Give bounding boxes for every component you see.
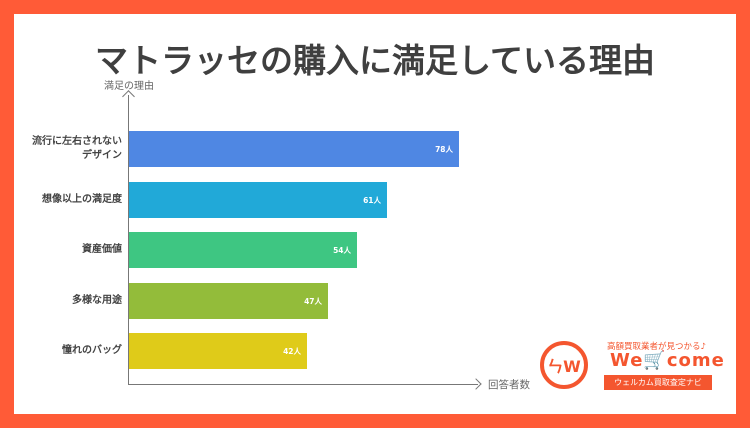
bar-row: 多様な用途 47人 bbox=[0, 283, 750, 319]
bar-value-label: 78人 bbox=[435, 144, 453, 154]
category-label-line: 憧れのバッグ bbox=[62, 345, 122, 356]
category-label: 憧れのバッグ bbox=[62, 333, 122, 369]
bar-value-label: 54人 bbox=[333, 245, 351, 255]
y-axis-label: 満足の理由 bbox=[104, 81, 154, 92]
category-label-line: 流行に左右されない bbox=[32, 136, 122, 147]
category-label: 想像以上の満足度 bbox=[42, 182, 122, 218]
x-axis-line bbox=[128, 384, 478, 385]
bar-row: 流行に左右されないデザイン 78人 bbox=[0, 131, 750, 167]
logo-tagline: 高額買取業者が見つかる♪ bbox=[607, 342, 706, 352]
logo-banner: ウェルカム買取査定ナビ bbox=[604, 375, 712, 390]
cart-icon: 🛒 bbox=[643, 350, 667, 371]
bar-value-label: 47人 bbox=[304, 296, 322, 306]
x-axis-label: 回答者数 bbox=[488, 379, 530, 391]
logo-word-a: We bbox=[610, 350, 644, 371]
bar-row: 憧れのバッグ 42人 bbox=[0, 333, 750, 369]
bar: 54人 bbox=[129, 232, 357, 268]
logo-wordmark: We🛒come bbox=[610, 350, 725, 371]
category-label: 資産価値 bbox=[82, 232, 122, 268]
welcome-logo: ㄣW 高額買取業者が見つかる♪ We🛒come ウェルカム買取査定ナビ bbox=[540, 335, 724, 395]
category-label-line: デザイン bbox=[82, 150, 122, 161]
bar-value-label: 42人 bbox=[283, 346, 301, 356]
bar: 61人 bbox=[129, 182, 387, 218]
chart-title: マトラッセの購入に満足している理由 bbox=[94, 41, 655, 80]
bar-row: 資産価値 54人 bbox=[0, 232, 750, 268]
bar: 42人 bbox=[129, 333, 307, 369]
logo-word-b: come bbox=[666, 350, 725, 371]
category-label: 多様な用途 bbox=[72, 283, 122, 319]
bar-value-label: 61人 bbox=[363, 195, 381, 205]
bar: 47人 bbox=[129, 283, 328, 319]
category-label-line: 資産価値 bbox=[82, 244, 122, 255]
y-axis-line bbox=[128, 95, 129, 385]
category-label-line: 多様な用途 bbox=[72, 295, 122, 306]
bar: 78人 bbox=[129, 131, 459, 167]
category-label-line: 想像以上の満足度 bbox=[42, 194, 122, 205]
category-label: 流行に左右されないデザイン bbox=[32, 131, 122, 167]
bar-row: 想像以上の満足度 61人 bbox=[0, 182, 750, 218]
logo-mark-icon: ㄣW bbox=[540, 341, 588, 389]
